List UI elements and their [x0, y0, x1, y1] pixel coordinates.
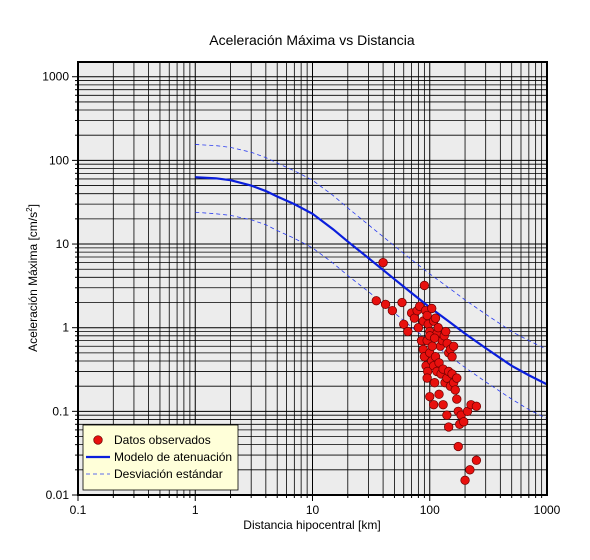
x-axis-label: Distancia hipocentral [km]	[243, 518, 380, 532]
observed-data-point	[429, 333, 440, 343]
x-tick-label: 10	[306, 503, 320, 517]
observed-data-point	[433, 323, 443, 333]
legend-label: Desviación estándar	[114, 467, 223, 481]
y-tick-label: 100	[49, 153, 69, 167]
observed-data-point	[460, 475, 470, 485]
observed-data-point	[471, 401, 482, 411]
x-tick-label: 1000	[534, 503, 561, 517]
observed-data-point	[441, 326, 451, 337]
observed-data-point	[447, 352, 457, 362]
data-points	[371, 257, 482, 485]
attenuation-model-line	[195, 176, 548, 386]
y-axis-label-superscript: 2	[25, 207, 34, 212]
observed-data-point	[449, 341, 459, 351]
std-deviation-line	[195, 144, 548, 350]
observed-data-point	[453, 441, 463, 452]
observed-data-point	[419, 280, 430, 291]
chart-title: Aceleración Máxima vs Distancia	[209, 32, 415, 48]
observed-data-point	[429, 378, 440, 388]
observed-data-point	[459, 417, 469, 427]
observed-data-point	[452, 394, 462, 404]
observed-data-point	[444, 422, 454, 432]
grid	[77, 62, 547, 496]
observed-data-point	[413, 323, 424, 333]
observed-data-point	[430, 313, 441, 323]
y-axis-label: Aceleración Máxima [cm/s2]	[25, 204, 40, 352]
observed-data-point	[452, 373, 462, 383]
observed-data-point	[378, 257, 388, 268]
observed-data-point	[371, 296, 381, 306]
y-tick-label: 1	[62, 321, 69, 335]
observed-data-point	[427, 341, 437, 351]
observed-data-point	[434, 389, 444, 399]
observed-data-point	[429, 400, 439, 410]
observed-data-point	[465, 465, 475, 475]
observed-data-point	[403, 326, 413, 337]
series-lines	[195, 144, 548, 419]
legend-marker-points	[93, 435, 103, 445]
observed-data-point	[442, 410, 452, 420]
observed-data-point	[427, 303, 437, 314]
observed-data-point	[380, 299, 391, 310]
x-tick-label: 0.1	[70, 503, 87, 517]
legend-label: Datos observados	[114, 433, 211, 447]
observed-data-point	[471, 455, 482, 465]
legend-box	[82, 424, 239, 491]
std-deviation-line	[195, 211, 548, 419]
observed-data-point	[399, 319, 409, 329]
observed-data-point	[397, 297, 407, 308]
x-tick-label: 100	[420, 503, 440, 517]
plot-frame	[77, 61, 548, 496]
legend: Datos observados Modelo de atenuación Desv…	[82, 424, 239, 491]
observed-data-point	[387, 305, 398, 316]
y-axis-label-close: ]	[26, 204, 40, 207]
observed-data-point	[422, 373, 432, 383]
y-tick-label: 0.01	[46, 488, 70, 502]
y-tick-label: 1000	[42, 70, 69, 84]
x-tick-label: 1	[192, 503, 199, 517]
y-tick-label: 0.1	[52, 404, 69, 418]
legend-label: Modelo de atenuación	[114, 450, 232, 464]
y-axis-label-main: Aceleración Máxima [cm/s	[26, 212, 40, 352]
observed-data-point	[438, 400, 448, 410]
observed-data-point	[425, 391, 435, 402]
y-tick-label: 10	[56, 237, 70, 251]
observed-data-point	[450, 385, 460, 395]
